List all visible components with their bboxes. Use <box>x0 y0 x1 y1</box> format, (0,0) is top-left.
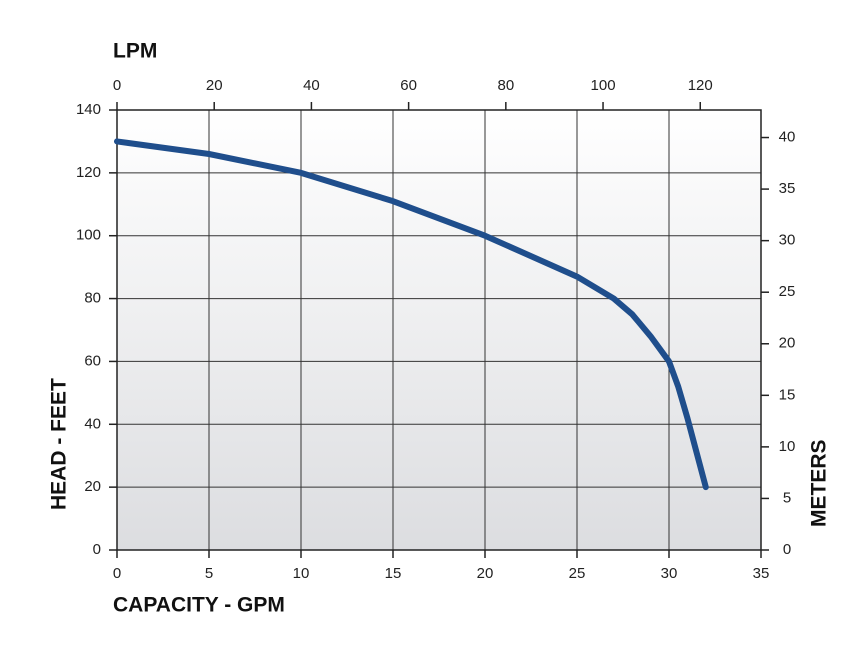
x2-axis-label: LPM <box>113 40 157 63</box>
y2-tick-label: 25 <box>779 283 796 300</box>
x2-tick-label: 100 <box>591 77 616 94</box>
x2-tick-label: 0 <box>113 77 121 94</box>
y2-tick-label: 40 <box>779 129 796 146</box>
x-axis-label: CAPACITY - GPM <box>113 594 285 617</box>
y2-tick-label: 35 <box>779 180 796 197</box>
x2-tick-label: 40 <box>303 77 320 94</box>
x2-tick-label: 20 <box>206 77 223 94</box>
y2-tick-label: 5 <box>783 489 791 506</box>
y2-tick-label: 15 <box>779 386 796 403</box>
plot-frame <box>116 109 762 551</box>
x2-tick-label: 60 <box>400 77 417 94</box>
y-tick-label: 40 <box>84 415 101 432</box>
y2-axis-label: METERS <box>808 439 831 527</box>
x-tick-label: 20 <box>477 565 494 582</box>
plot-area <box>117 110 761 550</box>
x-tick-label: 15 <box>385 565 402 582</box>
y-tick-label: 20 <box>84 478 101 495</box>
y2-tick-label: 0 <box>783 541 791 558</box>
y-tick-label: 120 <box>76 164 101 181</box>
y-tick-label: 80 <box>84 290 101 307</box>
x-tick-label: 10 <box>293 565 310 582</box>
x2-tick-label: 120 <box>688 77 713 94</box>
x-tick-label: 25 <box>569 565 586 582</box>
x-tick-label: 30 <box>661 565 678 582</box>
y2-tick-label: 10 <box>779 438 796 455</box>
x-tick-label: 0 <box>113 565 121 582</box>
y-axis-label: HEAD - FEET <box>48 378 71 510</box>
y2-tick-label: 30 <box>779 232 796 249</box>
y-tick-label: 0 <box>93 541 101 558</box>
x-tick-label: 5 <box>205 565 213 582</box>
curve <box>114 138 709 491</box>
y2-tick-label: 20 <box>779 335 796 352</box>
y-tick-label: 140 <box>76 101 101 118</box>
y-tick-label: 100 <box>76 227 101 244</box>
x-tick-label: 35 <box>753 565 770 582</box>
y-tick-label: 60 <box>84 352 101 369</box>
x2-tick-label: 80 <box>497 77 514 94</box>
